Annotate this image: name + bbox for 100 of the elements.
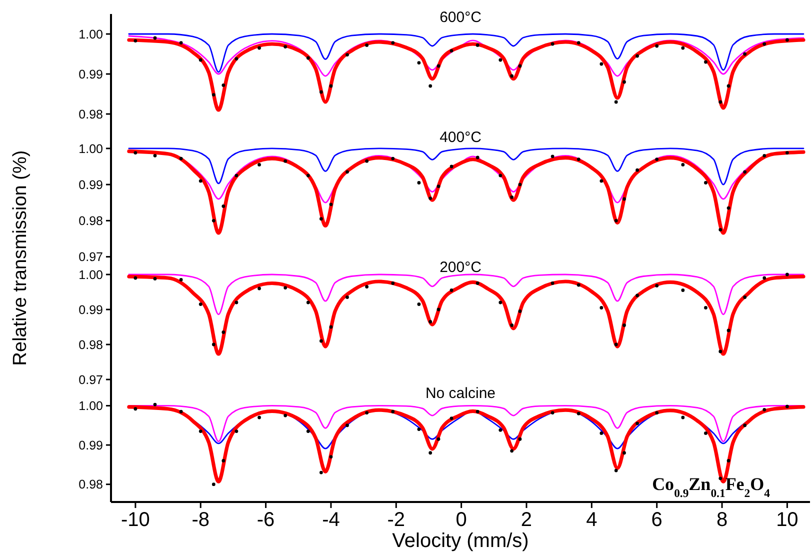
point: [614, 100, 618, 104]
y-tick-label: 0.99: [78, 302, 104, 317]
point: [636, 54, 639, 58]
point: [785, 151, 789, 154]
point: [655, 284, 659, 288]
x-tick-label: -8: [192, 509, 210, 531]
point: [518, 182, 522, 186]
point: [681, 46, 685, 50]
point: [417, 428, 421, 431]
line-series: [128, 148, 804, 186]
point: [726, 206, 730, 210]
point: [198, 430, 202, 433]
point: [704, 60, 708, 64]
point: [450, 288, 454, 292]
point: [726, 459, 730, 462]
x-tick-label: 10: [776, 509, 798, 531]
y-tick-label: 0.98: [78, 107, 104, 122]
point: [134, 39, 138, 42]
y-tick-label: 0.98: [78, 478, 104, 492]
point: [365, 411, 369, 414]
point: [600, 306, 604, 310]
point: [306, 174, 310, 178]
point: [450, 164, 454, 168]
point: [284, 159, 288, 163]
point: [704, 306, 708, 310]
point: [718, 100, 722, 104]
point: [234, 57, 238, 60]
point: [622, 324, 626, 327]
point: [636, 422, 639, 426]
point: [518, 310, 522, 313]
point: [284, 45, 288, 48]
point: [476, 410, 480, 414]
point: [329, 325, 333, 329]
point: [450, 49, 454, 52]
point: [681, 162, 685, 166]
y-tick-label: 0.98: [78, 214, 104, 228]
point: [258, 46, 261, 50]
point: [306, 430, 310, 433]
point: [436, 64, 440, 68]
y-tick-label: 1.00: [78, 268, 104, 282]
point: [785, 38, 789, 42]
point: [391, 410, 395, 414]
y-tick-label: 0.99: [78, 178, 104, 192]
point: [762, 408, 766, 412]
point: [518, 64, 522, 68]
point: [600, 432, 604, 435]
point: [234, 174, 238, 178]
point: [600, 62, 604, 66]
point: [614, 218, 618, 222]
point: [258, 286, 261, 290]
point: [329, 202, 333, 206]
point: [284, 286, 288, 290]
point: [718, 476, 722, 480]
line-series: [127, 38, 806, 112]
x-tick-label: 8: [716, 509, 728, 531]
point: [222, 84, 226, 87]
x-tick-label: 0: [456, 509, 467, 531]
point: [655, 158, 659, 161]
point: [614, 342, 618, 346]
point: [179, 410, 183, 414]
point: [576, 158, 580, 161]
point: [498, 428, 502, 432]
y-tick-label: 0.98: [78, 338, 104, 352]
point: [234, 430, 238, 433]
line-series: [127, 274, 806, 356]
point: [319, 339, 323, 343]
point: [681, 288, 685, 292]
point: [576, 412, 580, 416]
point: [428, 84, 432, 88]
point: [258, 416, 261, 420]
point: [212, 342, 216, 346]
point: [284, 414, 288, 418]
point: [417, 61, 421, 64]
point: [365, 44, 369, 47]
point: [306, 300, 310, 304]
point: [153, 402, 157, 406]
point: [498, 58, 502, 62]
point: [222, 204, 226, 208]
point: [306, 56, 310, 60]
point: [498, 300, 502, 304]
y-tick-label: 1.00: [78, 142, 104, 156]
point: [365, 285, 369, 288]
point: [476, 44, 480, 47]
point: [743, 424, 747, 428]
point: [518, 437, 522, 441]
point: [212, 218, 216, 222]
chart-title: No calcine: [425, 385, 496, 402]
point: [365, 159, 369, 163]
point: [391, 282, 395, 285]
point: [346, 424, 349, 428]
point: [655, 411, 659, 414]
point: [743, 52, 747, 56]
point: [762, 42, 766, 46]
point: [636, 168, 639, 172]
x-tick-label: 6: [651, 509, 662, 531]
point: [222, 459, 226, 462]
point: [319, 90, 323, 94]
point: [212, 482, 216, 486]
point: [198, 58, 202, 62]
point: [436, 437, 440, 441]
